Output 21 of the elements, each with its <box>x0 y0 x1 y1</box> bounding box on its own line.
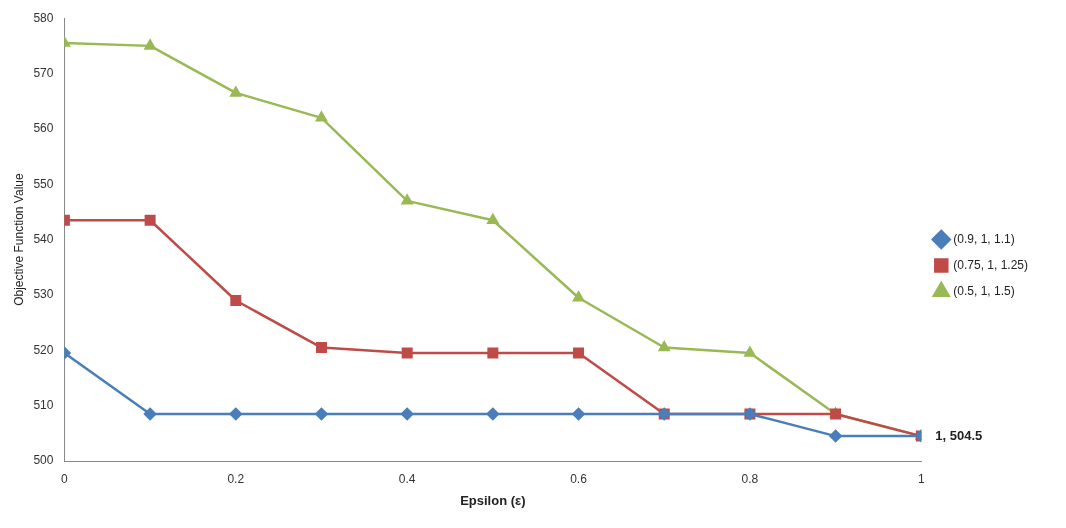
y-tick-label: 550 <box>33 176 54 191</box>
legend-label: (0.75, 1, 1.25) <box>953 257 1029 272</box>
annotation: 1, 504.5 <box>935 427 983 443</box>
x-tick-label: 0 <box>61 471 69 486</box>
x-tick-label: 0.8 <box>741 471 759 486</box>
y-tick-label: 500 <box>33 453 54 468</box>
x-tick-label: 0.6 <box>570 471 588 486</box>
y-tick-label: 570 <box>33 65 54 80</box>
legend-label: (0.5, 1, 1.5) <box>953 283 1015 298</box>
y-tick-label: 530 <box>33 287 54 302</box>
x-tick-label: 0.2 <box>227 471 245 486</box>
x-tick-label: 0.4 <box>398 471 416 486</box>
y-tick-label: 540 <box>33 231 54 246</box>
y-tick-label: 520 <box>33 342 54 357</box>
x-axis-title: Epsilon (ε) <box>460 492 526 508</box>
y-axis-title: Objective Function Value <box>11 173 26 306</box>
y-tick-label: 510 <box>33 397 54 412</box>
y-tick-label: 560 <box>33 121 54 136</box>
x-tick-label: 1 <box>917 471 925 486</box>
y-tick-label: 580 <box>33 10 54 25</box>
legend-label: (0.9, 1, 1.1) <box>953 231 1015 246</box>
